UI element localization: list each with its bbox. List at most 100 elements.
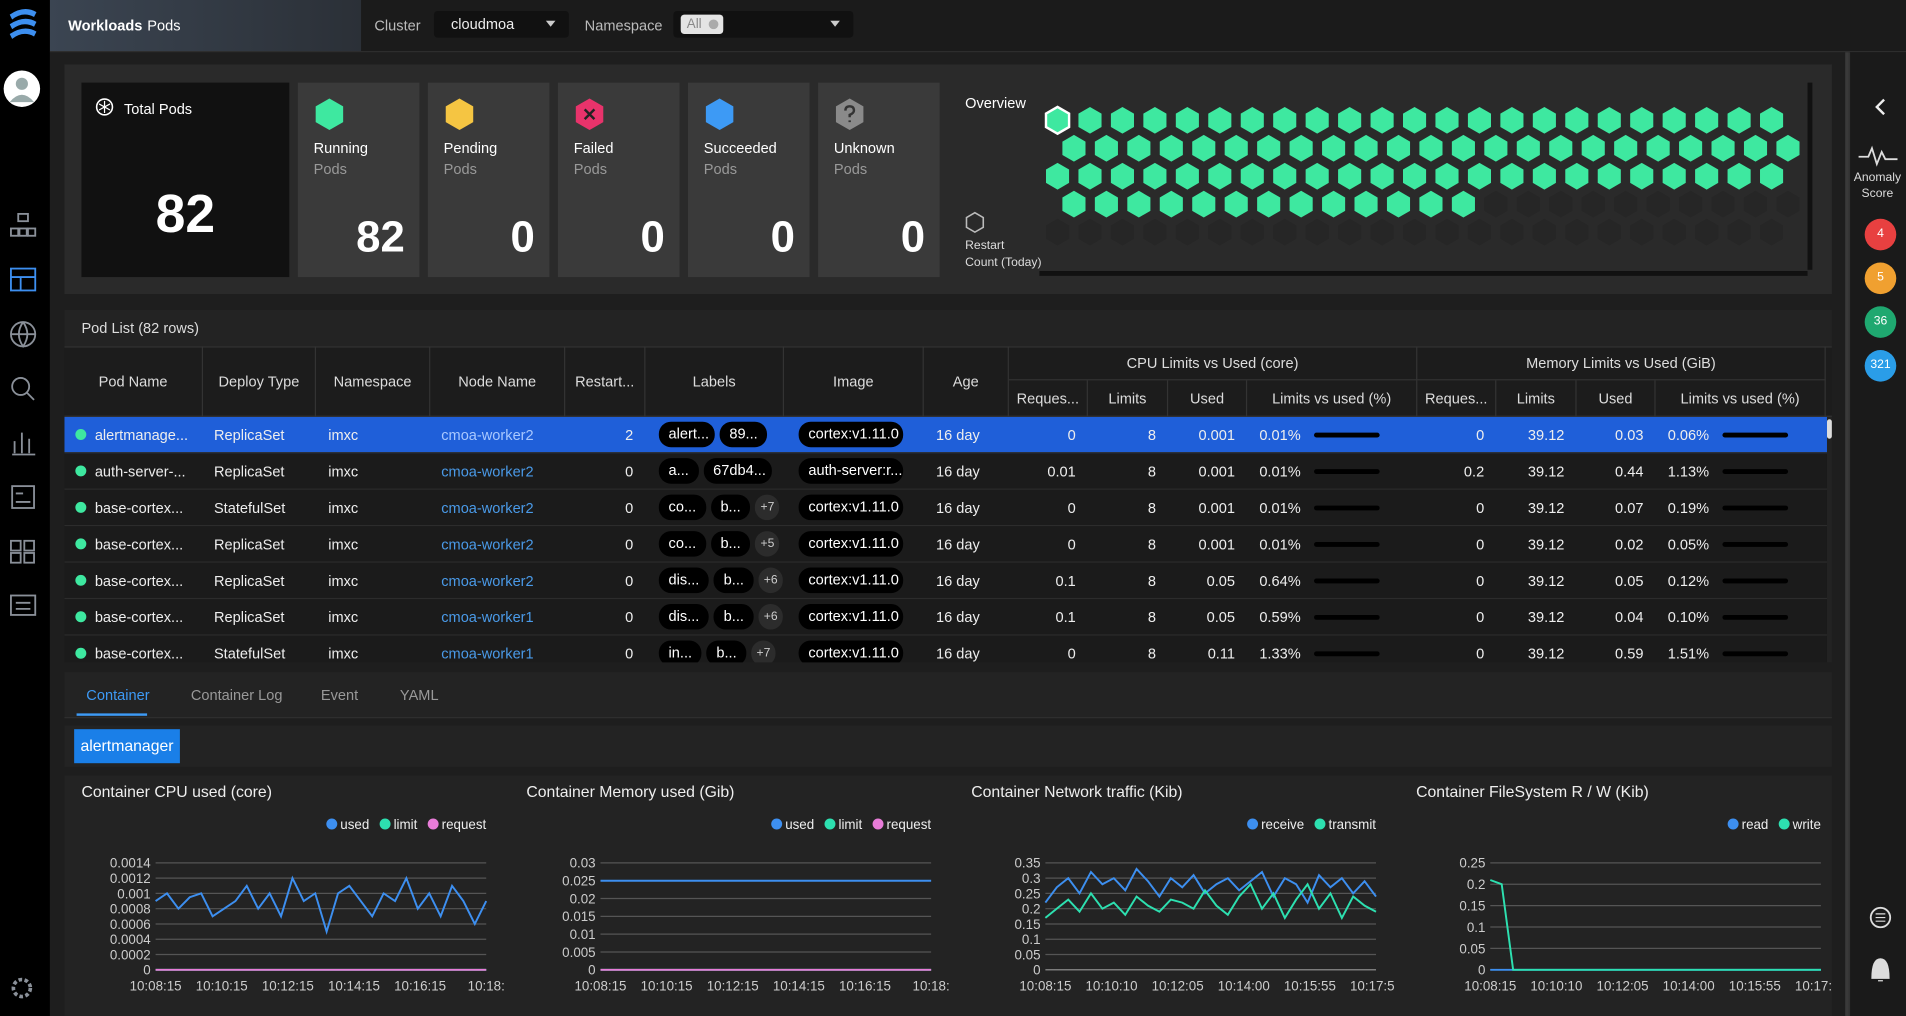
- tab[interactable]: Container: [86, 686, 150, 704]
- status-card[interactable]: Pending Pods 0: [427, 82, 550, 278]
- column-header[interactable]: Pod Name: [64, 346, 203, 417]
- status-icon: [315, 98, 344, 131]
- table-row[interactable]: base-cortex... StatefulSet imxc cmoa-worker…: [64, 489, 1827, 527]
- empty-hex: [1467, 218, 1492, 246]
- cell-percent-text: 1.13%: [1667, 462, 1710, 480]
- status-card[interactable]: Unknown Pods 0: [818, 82, 940, 278]
- cell-number: 39.12: [1496, 453, 1576, 488]
- label-more: +6: [758, 567, 783, 594]
- y-tick-label: 0.025: [562, 874, 595, 889]
- cell-labels: dis... b... +6: [645, 563, 784, 598]
- empty-hex: [1175, 218, 1199, 246]
- column-header[interactable]: Limits vs used (%): [1656, 380, 1826, 417]
- pod-hex: [1273, 106, 1297, 134]
- column-header[interactable]: Deploy Type: [203, 346, 317, 417]
- column-header[interactable]: Reques...: [1417, 380, 1497, 417]
- cell-number-text: 0.001: [1198, 535, 1236, 553]
- table-row[interactable]: base-cortex... ReplicaSet imxc cmoa-worker2…: [64, 526, 1827, 563]
- tab[interactable]: Container Log: [190, 686, 283, 704]
- column-header[interactable]: Age: [924, 346, 1009, 417]
- status-card[interactable]: Running Pods 82: [297, 82, 420, 278]
- icon-x: [583, 108, 596, 120]
- running-pods: [1044, 105, 1800, 218]
- pod-hex: [1402, 106, 1427, 134]
- column-header[interactable]: Node Name: [430, 346, 566, 417]
- column-header[interactable]: Namespace: [316, 346, 431, 417]
- cell-node[interactable]: cmoa-worker1: [430, 599, 565, 634]
- image-chip: cortex:v1.11.0: [798, 421, 904, 448]
- pod-hex: [1776, 134, 1800, 162]
- tab[interactable]: YAML: [399, 686, 439, 704]
- cell-node[interactable]: cmoa-worker2: [430, 490, 565, 525]
- column-header[interactable]: Image: [784, 346, 924, 417]
- pod-hex: [1257, 190, 1281, 218]
- pod-hex: [1532, 162, 1556, 190]
- cell-node[interactable]: cmoa-worker2: [430, 417, 565, 452]
- anomaly-score[interactable]: 321: [1864, 350, 1897, 382]
- anomaly-score[interactable]: 5: [1864, 262, 1897, 295]
- label-chip: alert...: [658, 421, 715, 448]
- cell-percent-text: 1.33%: [1259, 644, 1301, 662]
- namespace-select[interactable]: All: [673, 10, 854, 38]
- pod-hex: [1419, 190, 1443, 218]
- cell-labels: co... b... +5: [645, 526, 784, 561]
- status-card[interactable]: Failed Pods 0: [557, 82, 680, 278]
- cell-percent: 0.01%: [1247, 453, 1417, 488]
- y-tick-label: 0.0008: [110, 902, 151, 917]
- cell-number: 0: [1417, 417, 1496, 452]
- sidebar-icons: [3, 9, 41, 999]
- chart-body: Container FileSystem R / W (Kib) 0 0.05 0.1…: [1416, 784, 1832, 993]
- cell-number: 8: [1088, 526, 1168, 561]
- icon-part: [26, 391, 35, 401]
- chart-title: Container CPU used (core): [81, 784, 272, 801]
- status-title: Running: [313, 139, 368, 157]
- anomaly-score[interactable]: 36: [1864, 306, 1897, 338]
- column-header[interactable]: Used: [1168, 380, 1248, 417]
- cell-namespace-text: imxc: [328, 535, 359, 553]
- table-scroll-thumb: [1826, 419, 1832, 439]
- chart-title: Container FileSystem R / W (Kib): [1416, 784, 1649, 801]
- x-tick-label: 10:12:15: [262, 978, 314, 993]
- legend-swatch: [872, 818, 884, 830]
- cluster-select[interactable]: cloudmoa: [433, 10, 569, 38]
- legend-label: transmit: [1328, 817, 1376, 832]
- y-tick-label: 0.015: [562, 909, 595, 924]
- table-row[interactable]: base-cortex... ReplicaSet imxc cmoa-worker2…: [64, 562, 1827, 600]
- legend-swatch: [771, 818, 783, 830]
- overview-title: Overview: [965, 94, 1026, 112]
- empty-hex: [1646, 190, 1670, 218]
- table-row[interactable]: base-cortex... ReplicaSet imxc cmoa-worker1…: [64, 599, 1827, 636]
- pod-hex: [1630, 106, 1654, 134]
- anomaly-score[interactable]: 4: [1864, 218, 1897, 251]
- status-card[interactable]: Succeeded Pods 0: [688, 82, 810, 278]
- icon-part: [27, 227, 37, 237]
- pod-hex: [1078, 106, 1102, 134]
- cell-number-text: 39.12: [1527, 571, 1565, 589]
- column-header[interactable]: Limits: [1496, 380, 1577, 417]
- cell-node[interactable]: cmoa-worker1: [430, 636, 565, 663]
- column-header[interactable]: Limits vs used (%): [1247, 380, 1418, 417]
- cell-number-text: 0: [1067, 535, 1076, 553]
- column-header[interactable]: Labels: [645, 346, 785, 417]
- cell-number-text: 39.12: [1527, 608, 1565, 626]
- icon-part: [11, 485, 35, 509]
- table-row[interactable]: alertmanage... ReplicaSet imxc cmoa-worker2…: [64, 416, 1827, 454]
- label-more: +7: [755, 494, 780, 521]
- legend-label: write: [1792, 817, 1821, 832]
- table-row[interactable]: base-cortex... StatefulSet imxc cmoa-worker…: [64, 635, 1827, 663]
- status-sub: Pods: [833, 160, 868, 178]
- cell-node[interactable]: cmoa-worker2: [430, 563, 565, 598]
- column-header[interactable]: Restart...: [565, 346, 646, 417]
- tab[interactable]: Event: [320, 686, 359, 704]
- cell-node[interactable]: cmoa-worker2: [430, 453, 565, 488]
- container-button[interactable]: alertmanager: [74, 729, 180, 764]
- column-header[interactable]: Used: [1577, 380, 1656, 417]
- cell-image: cortex:v1.11.0: [784, 417, 924, 452]
- namespace-value: All: [686, 17, 702, 32]
- column-header[interactable]: Limits: [1088, 380, 1169, 417]
- column-header[interactable]: Reques...: [1009, 380, 1088, 417]
- icon-part: [11, 377, 31, 396]
- pod-hex: [1451, 190, 1475, 218]
- cell-node[interactable]: cmoa-worker2: [430, 526, 565, 561]
- table-row[interactable]: auth-server-... ReplicaSet imxc cmoa-worker…: [64, 453, 1827, 490]
